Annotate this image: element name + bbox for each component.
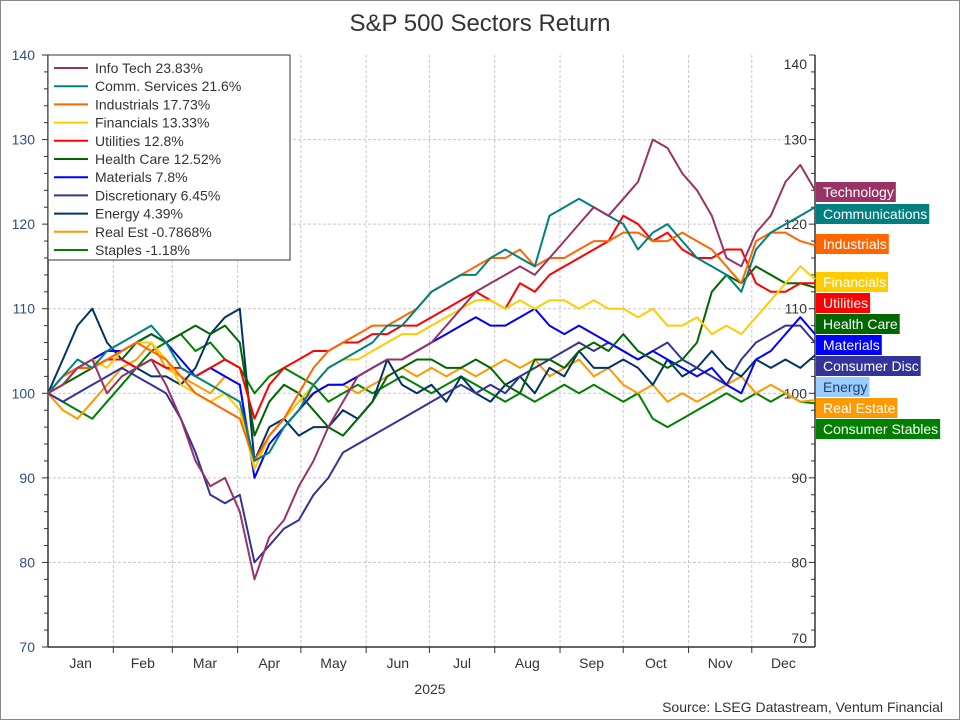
y-tick-label-left: 80 (19, 554, 35, 570)
end-label-text: Health Care (823, 316, 898, 332)
end-label-box (816, 204, 930, 224)
end-label-industrials: Industrials (816, 234, 889, 254)
x-tick-label: Nov (708, 655, 733, 671)
end-label-text: Consumer Disc (823, 358, 919, 374)
end-label-box (816, 398, 898, 418)
end-label-text: Materials (823, 337, 880, 353)
y-tick-label-right: 70 (791, 630, 807, 646)
x-tick-label: Jul (453, 655, 471, 671)
y-tick-label-right: 110 (785, 301, 808, 317)
chart-title: S&P 500 Sectors Return (349, 10, 610, 37)
source-note: Source: LSEG Datastream, Ventum Financia… (662, 699, 943, 715)
end-label-box (816, 293, 871, 313)
x-tick-label: May (320, 655, 346, 671)
x-tick-label: Aug (515, 655, 540, 671)
end-label-box (816, 234, 889, 254)
y-tick-label-right: 120 (784, 216, 808, 232)
series-line-utilities (47, 214, 815, 420)
x-tick-label: Jun (386, 655, 409, 671)
x-tick-label: Mar (193, 655, 217, 671)
y-tick-label-left: 140 (12, 47, 36, 63)
y-tick-label-left: 100 (12, 385, 36, 401)
y-tick-label-left: 90 (19, 470, 35, 486)
y-tick-label-right: 140 (784, 56, 808, 72)
y-tick-label-right: 90 (791, 470, 807, 486)
legend-entry: Info Tech 23.83% (95, 60, 203, 76)
end-label-technology: Technology (816, 182, 896, 202)
end-label-box (816, 335, 882, 355)
y-tick-label-left: 70 (19, 639, 35, 655)
series-line-technology (47, 138, 816, 581)
legend-entry: Staples -1.18% (95, 242, 190, 258)
legend-entry: Health Care 12.52% (95, 151, 221, 167)
legend-entry: Industrials 17.73% (95, 96, 210, 112)
axes: 70 70 80 80 90 90 100 100 110 110 120 120 130 130 140 1… (12, 47, 816, 671)
x-tick-label: Apr (258, 655, 280, 671)
end-label-box (816, 272, 889, 292)
end-label-box (816, 356, 921, 376)
y-tick-label-right: 130 (784, 132, 808, 148)
end-label-financials: Financials (816, 272, 889, 292)
series-line-health-care (47, 265, 816, 437)
end-label-text: Technology (823, 184, 894, 200)
end-label-text: Financials (823, 274, 886, 290)
end-label-real-estate: Real Estate (816, 398, 898, 418)
x-tick-label: Jan (69, 655, 92, 671)
end-label-box (816, 182, 896, 202)
y-tick-label-right: 80 (791, 554, 807, 570)
x-axis-label: 2025 (414, 681, 445, 697)
end-label-health-care: Health Care (816, 314, 900, 334)
end-label-materials: Materials (816, 335, 882, 355)
y-tick-label-right: 100 (784, 385, 808, 401)
legend-box (47, 54, 291, 261)
y-tick-label-left: 110 (13, 301, 36, 317)
end-label-utilities: Utilities (816, 293, 871, 313)
end-label-text: Consumer Stables (823, 421, 938, 437)
x-tick-label: Oct (645, 655, 667, 671)
series-line-communications (47, 197, 816, 462)
end-label-energy: Energy (816, 377, 870, 397)
legend-entry: Real Est -0.7868% (95, 224, 212, 240)
series-line-consumer-disc (47, 324, 816, 564)
legend-entry: Utilities 12.8% (95, 133, 184, 149)
legend-entry: Energy 4.39% (95, 206, 183, 222)
series-lines (47, 138, 816, 581)
end-label-text: Industrials (823, 236, 887, 252)
end-label-communications: Communications (816, 204, 930, 224)
end-label-consumer-stables: Consumer Stables (816, 419, 941, 439)
legend-entry: Discretionary 6.45% (95, 187, 220, 203)
x-tick-label: Sep (579, 655, 604, 671)
end-label-consumer-disc: Consumer Disc (816, 356, 921, 376)
end-label-text: Real Estate (823, 400, 896, 416)
legend-entry: Materials 7.8% (95, 169, 188, 185)
end-label-box (816, 419, 941, 439)
end-labels: Technology Communications Industrials Finan… (816, 182, 941, 439)
series-line-financials (47, 265, 816, 471)
legend-entry: Financials 13.33% (95, 115, 209, 131)
x-tick-label: Feb (131, 655, 155, 671)
legend-entry: Comm. Services 21.6% (95, 78, 241, 94)
end-label-text: Utilities (823, 295, 868, 311)
legend: Info Tech 23.83% Comm. Services 21.6% Indu… (47, 54, 291, 261)
end-label-text: Communications (823, 206, 927, 222)
x-tick-label: Dec (771, 655, 796, 671)
end-label-box (816, 377, 870, 397)
series-line-energy (47, 307, 816, 462)
end-label-text: Energy (823, 379, 867, 395)
y-tick-label-left: 120 (12, 216, 36, 232)
y-tick-label-left: 130 (12, 132, 36, 148)
series-line-real-estate (47, 341, 816, 471)
end-label-box (816, 314, 900, 334)
